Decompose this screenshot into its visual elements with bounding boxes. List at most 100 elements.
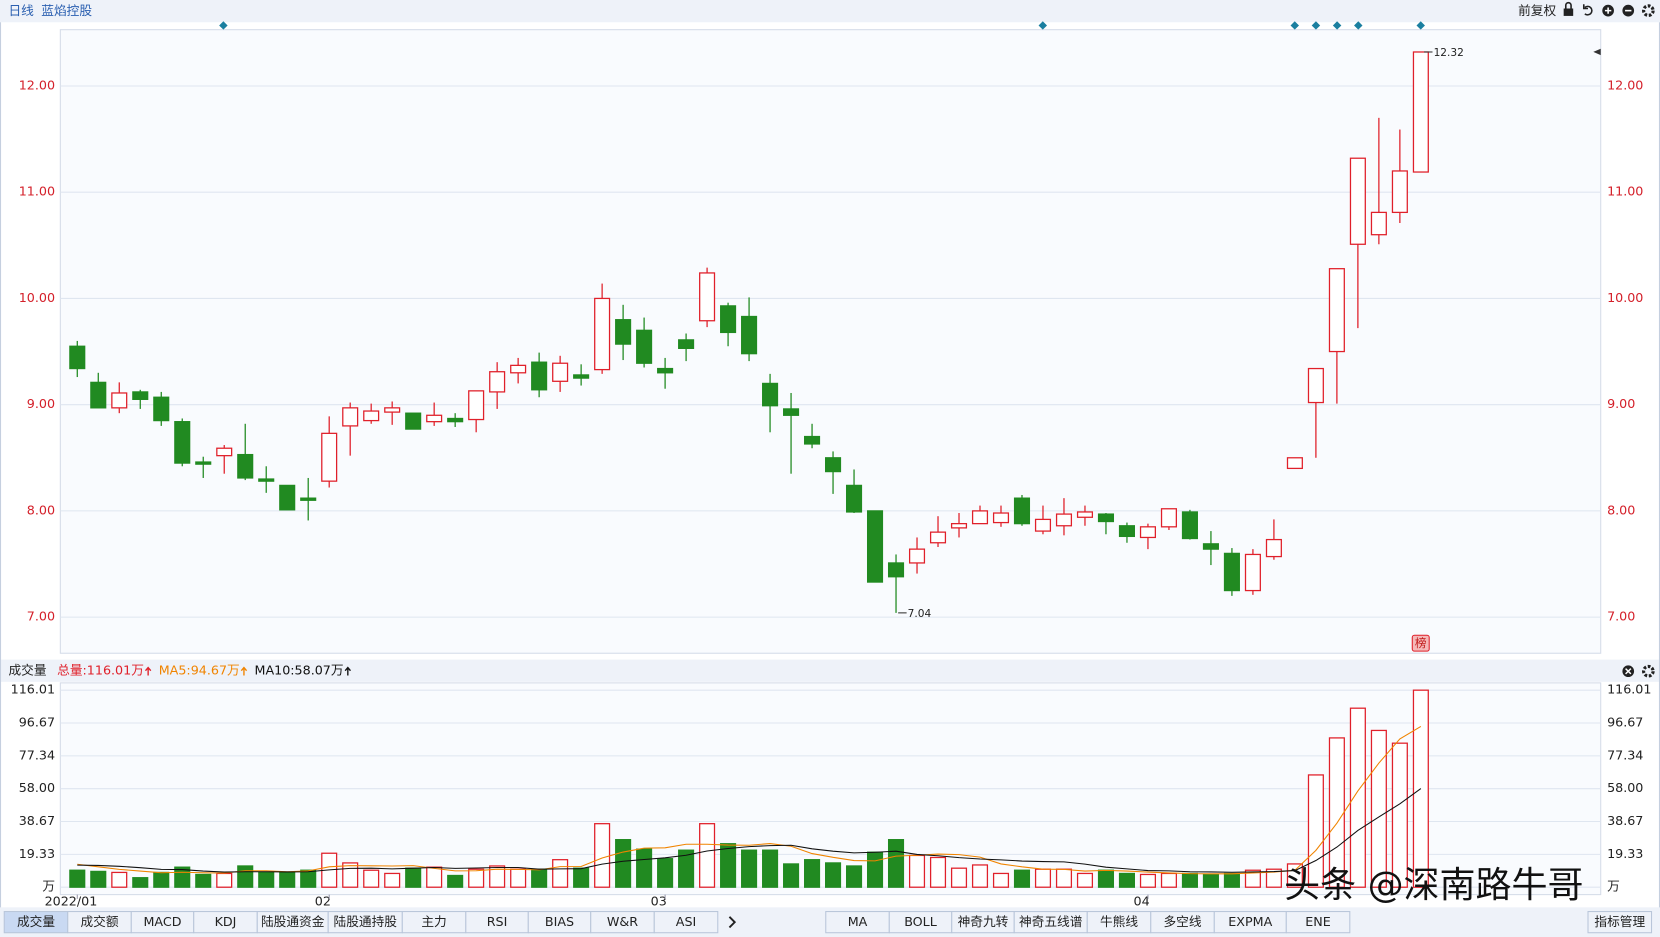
volume-bar	[1244, 869, 1261, 888]
candle-body	[1013, 497, 1031, 525]
candle-body	[971, 510, 989, 525]
candle-body	[1097, 513, 1115, 523]
event-marker[interactable]	[1332, 21, 1342, 30]
volume-bar	[678, 849, 695, 888]
volume-bar	[1076, 872, 1094, 888]
volume-bar	[510, 868, 527, 888]
y-tick-label: 8.00	[27, 502, 55, 517]
volume-bar	[405, 867, 422, 888]
candle-body	[825, 457, 842, 473]
tab-label[interactable]: 主力	[421, 914, 446, 929]
tab-label[interactable]: MA	[848, 914, 868, 929]
candle-body	[489, 371, 506, 393]
manage-label[interactable]: 指标管理	[1594, 914, 1645, 929]
settings-icon[interactable]	[1642, 664, 1655, 678]
legend-entry: 总量:116.01万	[57, 663, 144, 678]
y-tick-label-right: 12.00	[1607, 77, 1643, 92]
manage-button[interactable]	[1587, 911, 1653, 934]
volume-bar	[1265, 868, 1282, 888]
y-tick-label-right: 11.00	[1607, 184, 1643, 199]
candle-body	[153, 396, 170, 422]
settings-icon[interactable]	[1642, 4, 1655, 17]
tab-label[interactable]: ENE	[1305, 914, 1331, 929]
x-tick-label: 02	[315, 894, 331, 909]
volume-bar	[300, 869, 317, 888]
candle-body	[699, 272, 716, 322]
tab-label[interactable]: 神奇五线谱	[1019, 914, 1083, 929]
candle-body	[237, 453, 254, 479]
candle-body	[1076, 511, 1094, 518]
volume-bar	[69, 869, 86, 888]
tab-label[interactable]: RSI	[487, 914, 508, 929]
lock-icon[interactable]	[1563, 8, 1574, 16]
undo-icon[interactable]	[1582, 4, 1593, 16]
y-tick-label-right: 96.67	[1607, 715, 1643, 730]
tab-label[interactable]: 陆股通资金	[261, 914, 325, 929]
tab-label[interactable]: KDJ	[215, 914, 237, 929]
volume-bar	[216, 872, 233, 888]
tab-label[interactable]: EXPMA	[1228, 914, 1272, 929]
close-x	[1625, 668, 1632, 675]
volume-bar	[783, 863, 800, 888]
period-label[interactable]: 日线	[8, 3, 34, 18]
volume-bar	[1223, 872, 1240, 888]
y-tick-label-right: 77.34	[1607, 747, 1643, 762]
tab[interactable]	[1285, 911, 1351, 934]
badge[interactable]: 榜	[1415, 636, 1427, 650]
volume-bar	[342, 862, 359, 888]
ma-line	[77, 788, 1422, 873]
volume-bar	[1307, 774, 1324, 888]
tabs-next-arrow[interactable]	[728, 916, 737, 929]
candle-body	[132, 391, 149, 400]
tab-label[interactable]: 神奇九转	[958, 914, 1009, 929]
tab-label[interactable]: MACD	[143, 914, 181, 929]
y-tick-label-right: 7.00	[1607, 609, 1635, 624]
candle-body	[1244, 553, 1261, 592]
tab-label[interactable]: 成交额	[80, 914, 118, 929]
volume-header-bar	[0, 659, 1660, 682]
candle-body	[426, 414, 443, 423]
tab-label[interactable]: ASI	[676, 914, 696, 929]
tab-label[interactable]: W&R	[607, 914, 638, 929]
candle-body	[950, 523, 968, 529]
volume-bar	[447, 874, 464, 888]
tab-label[interactable]: BIAS	[545, 914, 574, 929]
adjust-label[interactable]: 前复权	[1518, 3, 1556, 18]
y-tick-label-right: 116.01	[1607, 682, 1651, 697]
y-tick-label: 77.34	[19, 747, 55, 762]
candle-body	[573, 374, 590, 379]
volume-bar	[1160, 872, 1177, 888]
tab-label[interactable]: 多空线	[1164, 914, 1202, 929]
candle-body	[804, 435, 821, 445]
volume-bar	[615, 839, 632, 888]
volume-bar	[237, 865, 254, 888]
tab-label[interactable]: BOLL	[904, 914, 937, 929]
volume-bar	[804, 859, 821, 888]
volume-bar	[908, 854, 926, 888]
volume-bar	[1349, 707, 1366, 888]
candle-body	[866, 510, 884, 583]
event-marker[interactable]	[1416, 21, 1425, 30]
tab[interactable]	[653, 911, 719, 934]
volume-bar	[90, 870, 107, 888]
volume-bar	[720, 843, 737, 888]
tab-label[interactable]: 成交量	[17, 914, 55, 929]
event-marker[interactable]	[1290, 21, 1299, 30]
tab-label[interactable]: 牛熊线	[1100, 914, 1138, 929]
badge-box[interactable]	[1411, 634, 1430, 652]
tab-label[interactable]: 陆股通持股	[334, 914, 398, 929]
volume-bar	[929, 856, 947, 888]
event-marker[interactable]	[1311, 21, 1321, 30]
volume-bar	[1139, 873, 1156, 888]
y-tick-label: 7.00	[27, 609, 55, 624]
volume-bar	[195, 873, 212, 888]
volume-bar	[468, 868, 485, 888]
event-marker[interactable]	[219, 21, 228, 30]
candle-body	[510, 364, 527, 374]
x-tick-label: 04	[1134, 894, 1150, 909]
candle-body	[1349, 157, 1366, 245]
y-tick-label: 116.01	[11, 682, 55, 697]
volume-bar	[657, 858, 674, 888]
legend-arrow	[344, 666, 352, 676]
